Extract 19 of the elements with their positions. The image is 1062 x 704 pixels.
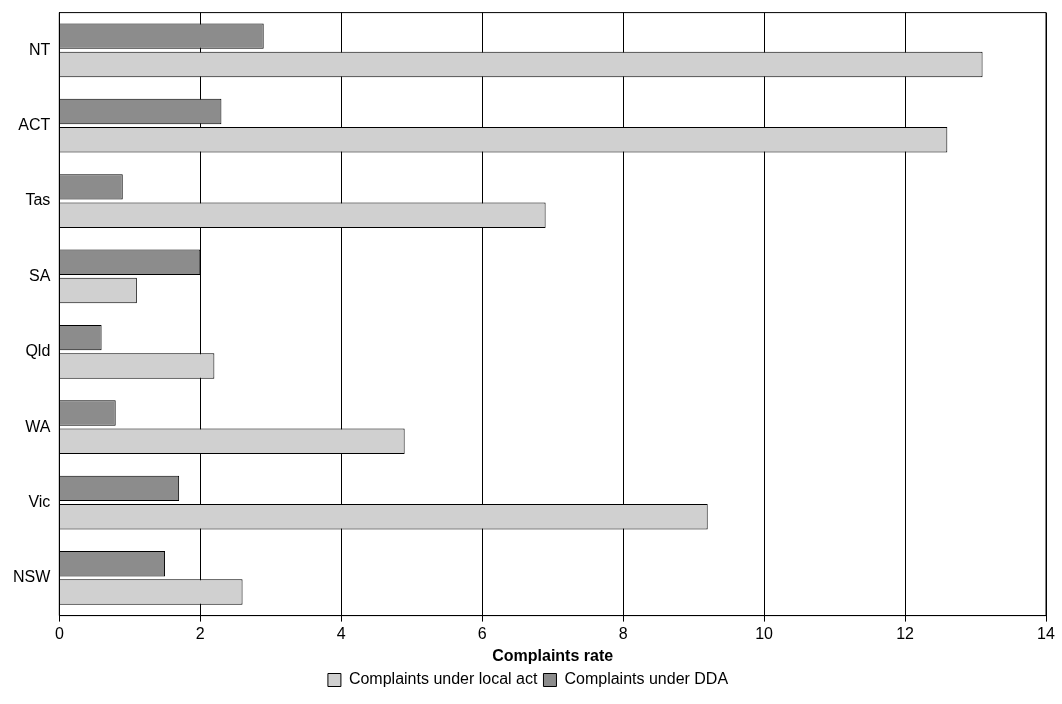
y-tick-label: Tas: [25, 191, 51, 209]
x-tick-label: 0: [54, 624, 64, 642]
x-tick-label: 12: [896, 624, 915, 642]
y-tick-label: WA: [25, 417, 51, 435]
y-tick-label: NSW: [13, 568, 52, 586]
x-tick-label: 14: [1037, 624, 1055, 642]
x-axis-title: Complaints rate: [492, 646, 614, 664]
x-tick-label: 6: [477, 624, 487, 642]
x-tick-label: 2: [195, 624, 205, 642]
x-tick-label: 8: [618, 624, 628, 642]
x-tick-label: 4: [336, 624, 346, 642]
legend-label: Complaints under local act: [348, 670, 539, 688]
y-tick-label: Qld: [25, 342, 51, 360]
y-tick-label: Vic: [28, 492, 51, 510]
x-tick-label: 10: [755, 624, 774, 642]
y-tick-label: SA: [28, 266, 51, 284]
legend-label: Complaints under DDA: [564, 670, 729, 688]
y-tick-label: ACT: [18, 116, 51, 134]
y-tick-label: NT: [29, 40, 51, 58]
